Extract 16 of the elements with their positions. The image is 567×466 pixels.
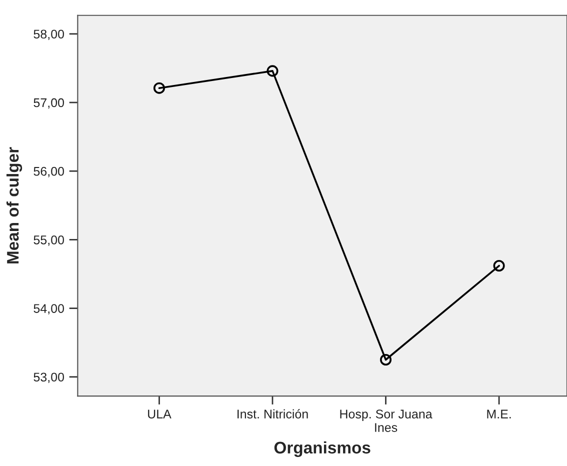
x-axis-title: Organismos [274, 441, 370, 457]
x-tick-label: Inst. Nitrición [238, 409, 308, 418]
y-tick-label: 53,00 [34, 372, 64, 384]
point [266, 65, 278, 77]
point [380, 354, 392, 366]
x-tick-label: Hosp. Sor Juana Ines [340, 410, 432, 432]
y-tick-label: 55,00 [34, 235, 64, 246]
y-tick-label: 57,00 [34, 98, 64, 109]
y-tick-label: 58,00 [34, 30, 64, 40]
y-tick-label: 56,00 [34, 166, 64, 178]
y-axis-title: Mean of culger [6, 147, 22, 264]
x-tick-label: M.E. [487, 410, 511, 418]
x-tick-label: ULA [148, 410, 172, 418]
point [493, 260, 505, 272]
y-tick-label: 54,00 [34, 304, 64, 314]
point [153, 82, 165, 94]
